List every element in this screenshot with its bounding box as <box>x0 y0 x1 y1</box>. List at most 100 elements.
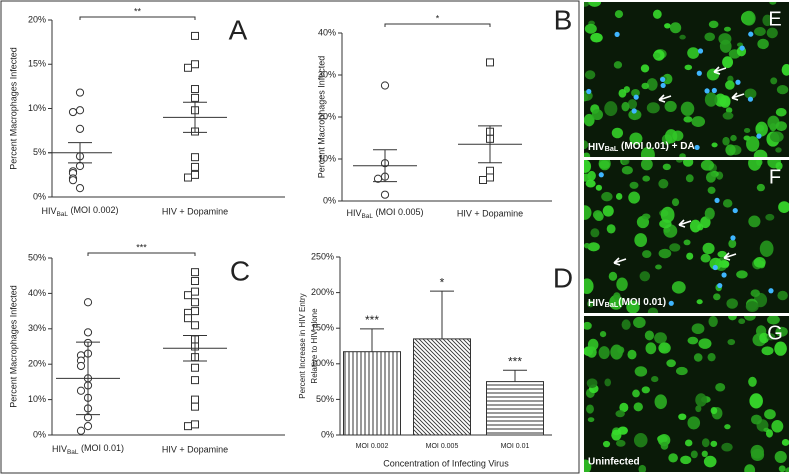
cell <box>685 174 694 183</box>
cell <box>762 14 773 27</box>
data-point <box>191 277 199 286</box>
y-tick-label: 0% <box>33 191 46 201</box>
cell <box>613 292 621 300</box>
infected-cell <box>697 48 704 54</box>
infected-cell <box>747 96 754 102</box>
x-tick-label: MOI 0.005 <box>426 443 459 450</box>
cell <box>587 242 600 252</box>
y-tick-label: 20% <box>28 14 46 24</box>
significance-bracket <box>87 252 196 256</box>
cell <box>658 178 669 189</box>
cell <box>584 321 592 330</box>
cell <box>705 171 716 183</box>
infected-cell <box>768 288 774 294</box>
cell <box>722 199 733 208</box>
data-point <box>191 170 199 179</box>
cell <box>727 338 736 346</box>
data-point <box>75 184 85 193</box>
cell <box>698 338 712 349</box>
x-tick-label: MOI 0.002 <box>356 443 389 450</box>
cell <box>662 163 671 171</box>
data-point <box>184 291 192 300</box>
cell <box>726 298 738 309</box>
cell <box>668 453 678 463</box>
micrograph-content <box>584 316 789 472</box>
infected-cell <box>730 235 736 241</box>
cell <box>722 111 734 120</box>
cell <box>615 439 626 447</box>
data-point <box>486 173 494 182</box>
cell <box>591 109 604 121</box>
cell <box>613 61 623 69</box>
y-tick-label: 20% <box>318 111 336 121</box>
cell <box>759 332 770 344</box>
cell <box>660 206 675 223</box>
cell <box>617 346 625 354</box>
micrograph-background <box>584 160 789 313</box>
data-point <box>191 85 199 94</box>
cell <box>700 160 715 171</box>
bar <box>343 351 401 436</box>
y-tick-label: 250% <box>311 251 334 261</box>
cell <box>642 250 652 258</box>
cell <box>606 224 616 234</box>
cell <box>744 464 756 472</box>
cell <box>614 10 624 19</box>
data-point <box>76 361 86 371</box>
cell <box>766 316 780 325</box>
cell <box>626 300 640 313</box>
cell <box>587 300 594 308</box>
cell <box>774 450 787 463</box>
cell <box>598 346 610 360</box>
cell <box>765 429 774 438</box>
cell <box>766 27 778 39</box>
cell <box>666 359 676 368</box>
cell <box>710 406 718 415</box>
cell <box>633 402 643 412</box>
cell <box>753 149 768 157</box>
significance-label: *** <box>508 354 522 368</box>
cell <box>652 52 661 59</box>
y-tick-label: 10% <box>318 153 336 163</box>
data-point <box>373 174 383 183</box>
cell <box>640 160 653 171</box>
cell <box>751 414 762 425</box>
cell <box>717 250 727 258</box>
micrograph-content <box>584 160 789 313</box>
cell <box>584 160 592 173</box>
cell <box>775 161 783 170</box>
infected-cell <box>614 31 620 37</box>
data-point <box>191 31 199 40</box>
cell <box>659 219 672 229</box>
infected-cell <box>598 172 604 178</box>
cell <box>680 455 692 465</box>
cell <box>775 121 787 132</box>
cell <box>584 70 596 80</box>
cell <box>651 376 659 383</box>
cell <box>621 160 630 165</box>
y-tick-label: 10% <box>28 103 46 113</box>
cell <box>675 366 688 376</box>
cell <box>640 64 650 73</box>
x-tick-label: HIV + Dopamine <box>162 206 228 216</box>
cell <box>759 240 774 257</box>
cell <box>753 257 766 268</box>
cell <box>728 239 737 248</box>
y-axis-label: Percent Macrophages Infected <box>316 56 326 179</box>
data-point <box>75 161 85 171</box>
cell <box>770 131 784 143</box>
cell <box>621 319 631 330</box>
cell <box>632 389 640 398</box>
cell <box>750 289 761 298</box>
data-point <box>76 426 86 435</box>
y-axis-label: Percent Macrophages Infected <box>8 285 18 408</box>
x-tick-label: HIVBaL (MOI 0.005) <box>346 208 423 220</box>
cell <box>611 429 622 441</box>
cell <box>671 281 686 294</box>
cell <box>695 405 702 413</box>
bar <box>486 381 544 436</box>
cell <box>711 142 718 148</box>
cell <box>724 424 731 430</box>
cell <box>585 179 596 188</box>
data-point <box>191 298 199 307</box>
